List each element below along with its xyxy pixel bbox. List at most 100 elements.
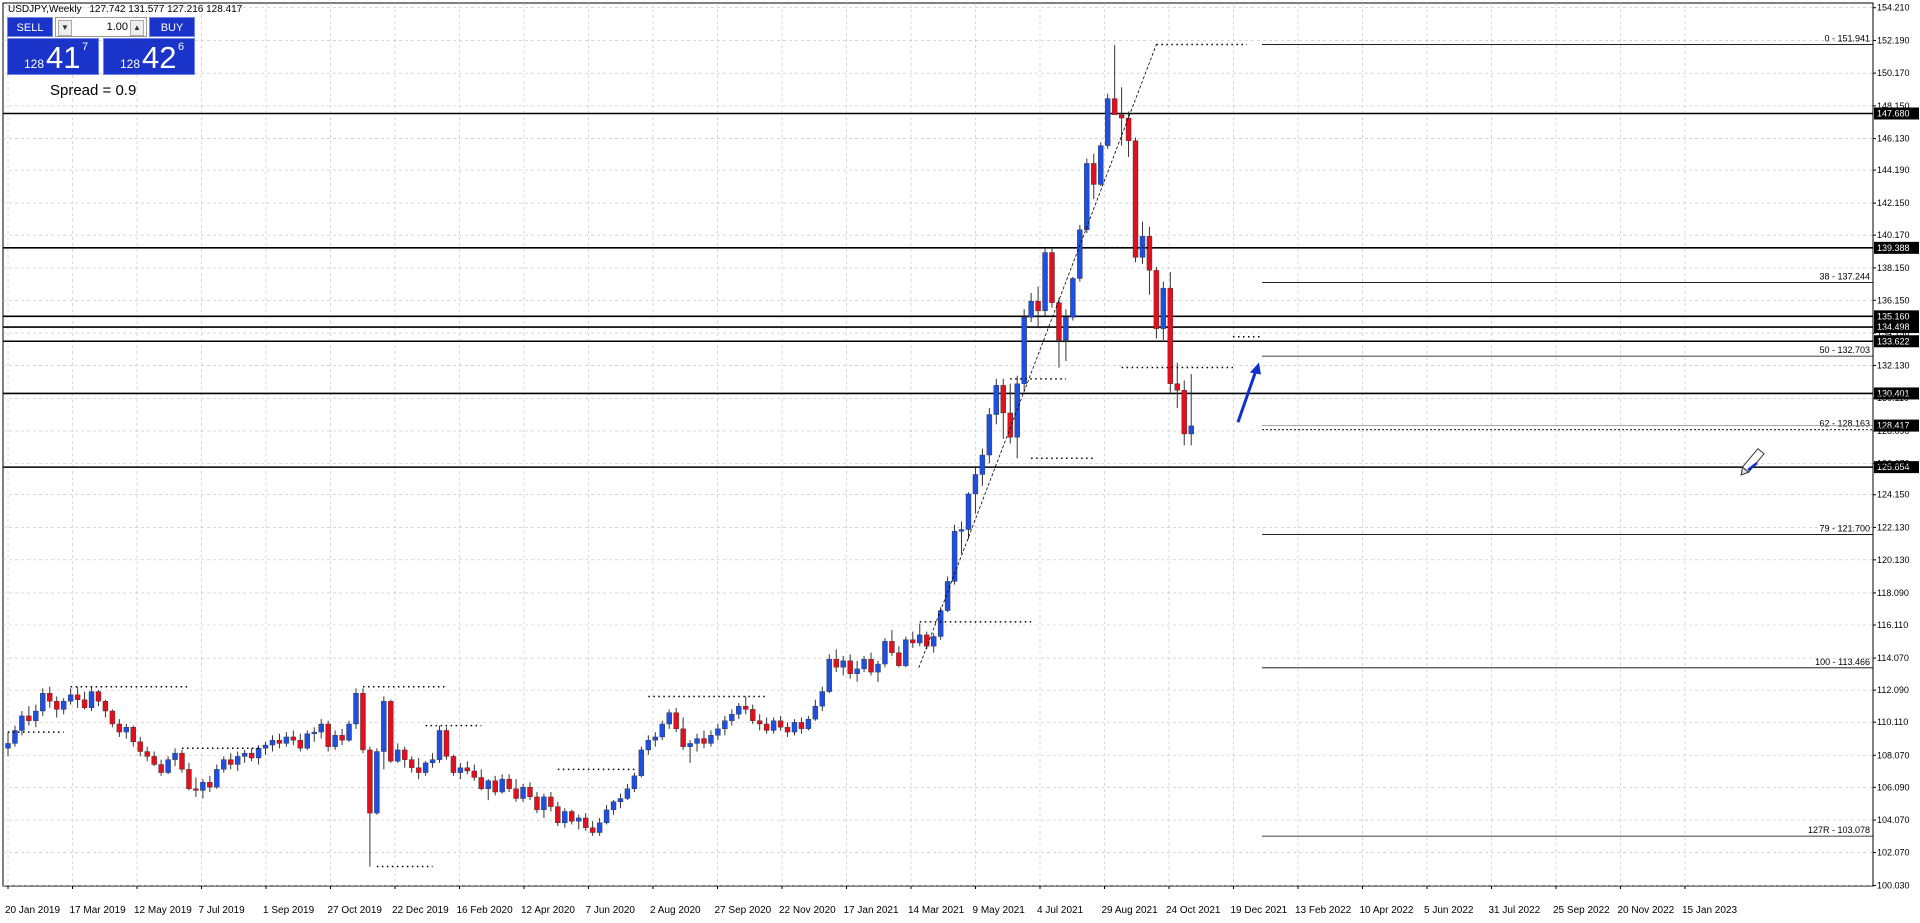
candle-body	[903, 639, 909, 666]
candle-body	[26, 715, 32, 721]
candle-body	[701, 738, 707, 744]
candle-body	[228, 759, 234, 765]
lot-increase-icon[interactable]: ▲	[130, 20, 144, 36]
candle-body	[346, 723, 352, 741]
candle-body	[402, 749, 408, 760]
candle	[819, 686, 826, 712]
candle	[569, 809, 575, 825]
candle	[777, 715, 784, 731]
lot-decrease-icon[interactable]: ▼	[58, 20, 72, 36]
candle	[791, 719, 798, 736]
candle	[889, 630, 895, 656]
candle-body	[297, 739, 304, 749]
y-tick-label: 112.090	[1877, 685, 1909, 695]
lot-size-value[interactable]: 1.00	[106, 21, 128, 33]
candle-body	[603, 809, 610, 824]
fib-level-label: 79 - 121.700	[1819, 523, 1870, 533]
sell-price[interactable]: 128 41 7	[7, 38, 99, 75]
candle	[763, 717, 770, 734]
buy-price[interactable]: 128 42 6	[103, 38, 195, 75]
buy-button[interactable]: BUY	[149, 17, 195, 37]
candle-body	[304, 733, 310, 749]
y-tick-label: 122.130	[1877, 522, 1910, 532]
lot-size-field[interactable]: ▼ 1.00 ▲	[55, 17, 147, 37]
candle-body	[861, 658, 867, 670]
candle	[1167, 271, 1174, 394]
y-tick-label: 138.150	[1877, 263, 1910, 273]
candle	[582, 813, 589, 831]
candle	[743, 696, 749, 715]
candle-body	[165, 759, 171, 773]
candle	[464, 761, 471, 775]
candle	[360, 688, 366, 754]
candle-body	[443, 730, 450, 757]
candle-body	[186, 769, 192, 789]
sell-button[interactable]: SELL	[7, 17, 53, 37]
candle	[833, 649, 839, 673]
x-tick-label: 17 Jan 2021	[844, 905, 899, 916]
candle	[478, 769, 484, 791]
candle	[1007, 383, 1013, 444]
candle-body	[513, 788, 519, 799]
y-tick-label: 144.190	[1877, 165, 1910, 175]
candle	[88, 686, 95, 712]
candle-body	[729, 714, 735, 721]
fib-level-label: 127R - 103.078	[1808, 825, 1870, 835]
fib-level-label: 62 - 128.163	[1819, 419, 1870, 429]
candle	[1070, 276, 1076, 321]
candle	[1056, 297, 1062, 368]
candle-body	[353, 692, 359, 725]
svg-text:USDJPY,Weekly 127.742 131.: USDJPY,Weekly 127.742 131.577 127.216 12…	[8, 4, 243, 15]
candle	[944, 576, 951, 613]
candle	[541, 793, 547, 818]
candle-body	[910, 639, 916, 644]
candle	[715, 723, 721, 741]
candle-body	[1084, 163, 1090, 231]
candle-body	[374, 751, 380, 814]
y-tick-label: 142.150	[1877, 198, 1910, 208]
candle	[297, 733, 304, 752]
candle-body	[269, 739, 276, 746]
level-price-label: 125.854	[1877, 462, 1910, 472]
candle	[1118, 87, 1125, 146]
level-price-label: 147.680	[1877, 108, 1910, 118]
level-price-tag	[1874, 321, 1919, 334]
candle-body	[144, 751, 150, 757]
candle-body	[1160, 287, 1167, 329]
candle-body	[1188, 425, 1194, 435]
candle-body	[137, 741, 143, 752]
candle	[645, 735, 652, 755]
candle-body	[715, 728, 721, 736]
candle	[144, 746, 150, 762]
candle	[847, 654, 853, 679]
level-price-label: 134.498	[1877, 322, 1910, 332]
candle-body	[993, 385, 1000, 415]
candle-body	[485, 780, 491, 789]
candle	[60, 698, 67, 715]
y-tick-label: 140.170	[1877, 230, 1910, 240]
candle-body	[492, 780, 498, 793]
candle	[520, 783, 526, 802]
x-tick-label: 25 Sep 2022	[1553, 905, 1610, 916]
candle-body	[262, 744, 269, 749]
projection-arrowhead-icon	[1249, 362, 1261, 375]
candle	[812, 699, 819, 721]
candle	[770, 717, 777, 734]
candle	[332, 730, 338, 750]
candle-body	[241, 752, 248, 757]
candle-body	[520, 786, 526, 799]
candle-body	[67, 694, 74, 702]
candle	[729, 709, 735, 726]
candle	[311, 727, 317, 742]
y-tick-label: 130.110	[1877, 393, 1909, 403]
candle-body	[617, 798, 624, 802]
candle-body	[395, 749, 401, 762]
candle	[986, 408, 993, 464]
candle-body	[88, 691, 95, 708]
candle-body	[965, 493, 972, 530]
candle-body	[429, 759, 436, 764]
candle-body	[102, 701, 109, 712]
candle	[610, 800, 617, 815]
candle	[896, 646, 902, 668]
